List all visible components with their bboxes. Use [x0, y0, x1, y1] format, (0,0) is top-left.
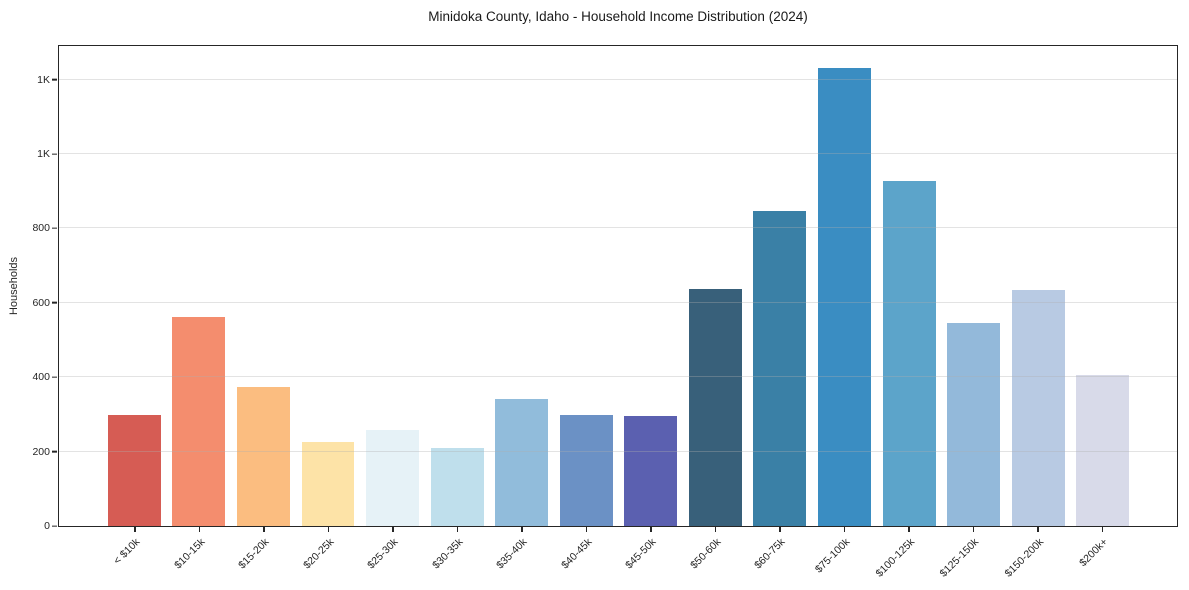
bar-slot	[941, 46, 1006, 526]
bar-35-40k	[495, 399, 549, 526]
x-tick-mark	[392, 527, 394, 532]
x-tick-label-text: $20-25k	[300, 536, 337, 572]
bar-slot	[489, 46, 554, 526]
bar-slot	[167, 46, 232, 526]
bar-30-35k	[430, 447, 484, 526]
y-tick-mark	[52, 450, 57, 453]
x-tick-mark	[327, 527, 330, 532]
x-tick-mark	[1101, 527, 1104, 532]
bar-slot	[554, 46, 619, 526]
bar-slot	[296, 46, 361, 526]
bars-layer	[59, 46, 1177, 526]
bar-10k	[107, 415, 161, 526]
x-tick-label-text: $45-50k	[623, 536, 659, 572]
bar-20-25k	[301, 442, 355, 526]
x-tick-label-text: < $10k	[111, 536, 143, 567]
x-tick-label-text: $10-15k	[171, 536, 208, 572]
x-tick-label-text: $25-30k	[365, 536, 401, 572]
x-tick-mark	[779, 527, 781, 532]
bar-slot	[1006, 46, 1071, 526]
y-tick-mark	[52, 153, 57, 155]
bar-25-30k	[366, 430, 419, 526]
chart-title: Minidoka County, Idaho - Household Incom…	[428, 9, 808, 24]
y-tick-mark	[52, 376, 57, 378]
x-tick-mark	[585, 527, 588, 532]
y-tick-mark	[52, 227, 57, 229]
y-tick-label: 400	[32, 371, 50, 384]
bar-slot	[812, 46, 877, 526]
x-tick-mark	[843, 527, 846, 532]
x-tick-label-text: $30-35k	[429, 536, 466, 572]
x-tick-mark	[714, 527, 717, 532]
bar-75-100k	[818, 68, 871, 526]
bar-45-50k	[624, 415, 678, 526]
bar-slot	[425, 46, 490, 526]
bar-150-200k	[1011, 289, 1065, 526]
x-tick-label-text: $15-20k	[236, 536, 272, 572]
bar-10-15k	[172, 316, 226, 526]
x-tick-label-text: $60-75k	[752, 536, 788, 572]
bar-slot	[619, 46, 684, 526]
y-axis-title: Households	[8, 256, 20, 316]
bar-100-125k	[882, 180, 936, 526]
y-tick-mark	[52, 78, 57, 81]
bar-slot	[748, 46, 813, 526]
x-tick-mark	[456, 527, 459, 532]
bar-slot	[360, 46, 425, 526]
x-tick-label-text: $150-200k	[1002, 536, 1046, 580]
bar-50-60k	[688, 289, 742, 526]
y-tick-label: 1K	[37, 73, 50, 86]
bar-slot	[1070, 46, 1135, 526]
x-tick-mark	[972, 527, 975, 532]
y-tick-label: 600	[32, 296, 50, 309]
y-tick-label: 800	[32, 222, 50, 235]
x-tick-label-text: $75-100k	[812, 536, 853, 576]
y-tick-mark	[52, 302, 57, 304]
y-tick-mark	[52, 525, 57, 527]
bar-60-75k	[753, 210, 807, 526]
x-tick-label-text: $35-40k	[494, 536, 530, 572]
x-tick-label-text: $40-45k	[558, 536, 595, 572]
x-tick-mark	[263, 527, 265, 532]
bar-125-150k	[947, 322, 1001, 526]
x-tick-mark	[134, 527, 136, 532]
bar-15-20k	[236, 387, 290, 526]
x-tick-mark	[908, 527, 910, 532]
bar-slot	[231, 46, 296, 526]
bar-slot	[683, 46, 748, 526]
x-tick-mark	[198, 527, 201, 532]
x-tick-mark	[1037, 527, 1039, 532]
bar-200k	[1076, 374, 1130, 526]
x-tick-label-text: $100-125k	[873, 536, 917, 580]
plot-area: 0 200 400 600 800 1K 1K < $10k $10-15k $15-20k $20…	[32, 45, 1178, 580]
bar-40-45k	[559, 415, 613, 526]
bar-slot	[102, 46, 167, 526]
y-tick-label: 1K	[37, 147, 50, 160]
y-tick-label: 200	[32, 445, 50, 458]
x-tick-mark	[521, 527, 523, 532]
x-tick-label-text: $50-60k	[687, 536, 724, 572]
x-tick-label-text: $125-150k	[937, 536, 982, 580]
y-tick-label: 0	[44, 520, 50, 532]
x-tick-label-text: $200k+	[1077, 536, 1111, 570]
bar-slot	[877, 46, 942, 526]
x-tick-mark	[650, 527, 652, 532]
